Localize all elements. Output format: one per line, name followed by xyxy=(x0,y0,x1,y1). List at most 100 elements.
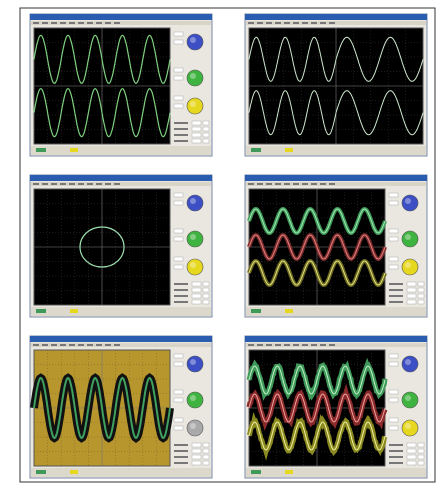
control-field xyxy=(389,398,398,402)
menu-item xyxy=(266,22,272,24)
title-bar xyxy=(30,175,212,181)
control-field xyxy=(174,390,183,394)
status-bar xyxy=(246,307,426,316)
trigger-field xyxy=(192,127,201,131)
control-field xyxy=(174,32,183,36)
control-field xyxy=(389,201,398,205)
menu-item xyxy=(320,344,326,346)
menu-item xyxy=(33,183,39,185)
status-indicator xyxy=(70,470,78,474)
menu-item xyxy=(257,183,263,185)
trigger-field xyxy=(418,449,424,453)
menu-item xyxy=(257,344,263,346)
status-bar xyxy=(31,146,211,155)
control-field xyxy=(389,426,398,430)
trigger-field xyxy=(203,455,209,459)
trigger-label xyxy=(174,295,188,297)
menu-item xyxy=(87,344,93,346)
status-indicator xyxy=(36,470,46,474)
trigger-field xyxy=(203,288,209,292)
menu-item xyxy=(105,22,111,24)
app-window xyxy=(245,175,427,317)
trigger-label xyxy=(174,140,188,142)
trigger-field xyxy=(407,288,416,292)
trigger-field xyxy=(203,461,209,465)
control-field xyxy=(174,237,183,241)
trigger-field xyxy=(192,121,201,125)
status-indicator xyxy=(36,148,46,152)
control-field xyxy=(389,362,398,366)
menu-item xyxy=(60,183,66,185)
status-bar xyxy=(246,468,426,477)
menu-item xyxy=(114,344,120,346)
status-bar xyxy=(31,468,211,477)
trigger-label xyxy=(174,444,188,446)
title-bar xyxy=(30,14,212,20)
status-bar xyxy=(246,146,426,155)
menu-bar xyxy=(31,182,211,186)
menu-item xyxy=(248,183,254,185)
trigger-field xyxy=(418,282,424,286)
status-indicator xyxy=(251,470,261,474)
trigger-field xyxy=(192,449,201,453)
trigger-label xyxy=(174,450,188,452)
trigger-label xyxy=(389,444,403,446)
status-indicator xyxy=(285,148,293,152)
control-field xyxy=(174,40,183,44)
control-field xyxy=(174,201,183,205)
menu-bar xyxy=(246,182,426,186)
trigger-field xyxy=(203,282,209,286)
menu-item xyxy=(69,344,75,346)
menu-item xyxy=(42,344,48,346)
knob-highlight xyxy=(405,423,411,429)
knob-highlight xyxy=(190,262,196,268)
menu-item xyxy=(114,22,120,24)
menu-item xyxy=(257,22,263,24)
menu-item xyxy=(96,183,102,185)
knob-highlight xyxy=(405,395,411,401)
menu-item xyxy=(248,344,254,346)
status-indicator xyxy=(36,309,46,313)
control-field xyxy=(174,354,183,358)
trigger-field xyxy=(407,300,416,304)
trigger-field xyxy=(192,282,201,286)
menu-item xyxy=(33,344,39,346)
knob-highlight xyxy=(405,198,411,204)
trigger-field xyxy=(418,443,424,447)
control-field xyxy=(389,257,398,261)
menu-item xyxy=(60,344,66,346)
control-field xyxy=(174,96,183,100)
menu-bar xyxy=(246,343,426,347)
trigger-label xyxy=(174,283,188,285)
title-bar xyxy=(30,336,212,342)
menu-item xyxy=(302,22,308,24)
menu-item xyxy=(311,22,317,24)
knob-highlight xyxy=(405,234,411,240)
trigger-field xyxy=(407,455,416,459)
trigger-field xyxy=(407,449,416,453)
app-window xyxy=(30,336,212,478)
menu-item xyxy=(78,22,84,24)
knob-highlight xyxy=(190,198,196,204)
menu-item xyxy=(320,22,326,24)
trigger-field xyxy=(407,443,416,447)
trigger-label xyxy=(174,301,188,303)
status-indicator xyxy=(70,148,78,152)
control-field xyxy=(174,229,183,233)
knob-highlight xyxy=(190,395,196,401)
title-bar xyxy=(245,14,427,20)
menu-item xyxy=(275,344,281,346)
menu-bar xyxy=(31,21,211,25)
control-field xyxy=(389,237,398,241)
status-indicator xyxy=(251,148,261,152)
menu-bar xyxy=(246,21,426,25)
menu-item xyxy=(96,344,102,346)
trigger-field xyxy=(192,455,201,459)
menu-item xyxy=(114,183,120,185)
knob-highlight xyxy=(190,73,196,79)
trigger-label xyxy=(389,283,403,285)
menu-item xyxy=(293,183,299,185)
knob-highlight xyxy=(190,423,196,429)
knob-highlight xyxy=(190,234,196,240)
menu-item xyxy=(78,344,84,346)
